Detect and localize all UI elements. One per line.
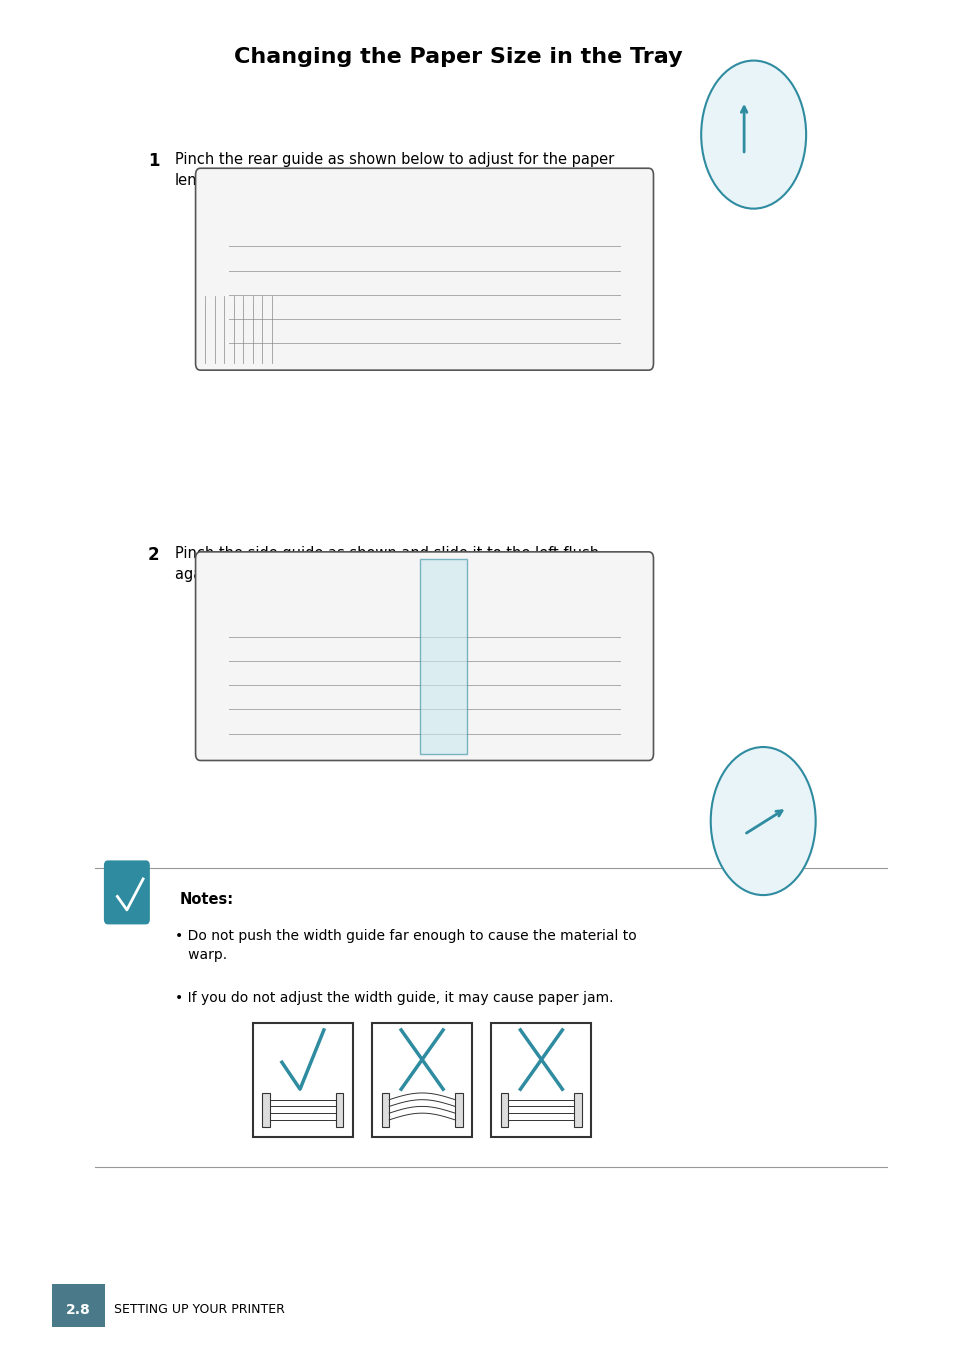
Text: Pinch the side guide as shown and slide it to the left flush
against the paper.: Pinch the side guide as shown and slide … [174,546,598,583]
Circle shape [700,61,805,209]
Text: • Do not push the width guide far enough to cause the material to
   warp.: • Do not push the width guide far enough… [174,929,636,962]
Bar [500,1093,508,1127]
Text: 2: 2 [148,546,159,564]
Text: 1: 1 [148,152,159,170]
FancyBboxPatch shape [52,1284,105,1327]
FancyBboxPatch shape [105,861,149,923]
Bar [491,1023,591,1137]
Bar [253,1023,353,1137]
Text: Pinch the rear guide as shown below to adjust for the paper
length.: Pinch the rear guide as shown below to a… [174,152,613,188]
Bar [372,1023,472,1137]
FancyBboxPatch shape [195,168,653,370]
Bar [381,1093,389,1127]
Text: 2.8: 2.8 [66,1303,91,1316]
Text: • If you do not adjust the width guide, it may cause paper jam.: • If you do not adjust the width guide, … [174,991,613,1004]
Bar [335,1093,343,1127]
Text: Changing the Paper Size in the Tray: Changing the Paper Size in the Tray [233,47,681,67]
Text: SETTING UP YOUR PRINTER: SETTING UP YOUR PRINTER [114,1303,285,1316]
Bar [262,1093,270,1127]
Bar [455,1093,462,1127]
Bar [419,559,467,754]
Bar [574,1093,581,1127]
FancyBboxPatch shape [195,552,653,760]
Circle shape [710,747,815,895]
Text: Notes:: Notes: [179,892,233,907]
